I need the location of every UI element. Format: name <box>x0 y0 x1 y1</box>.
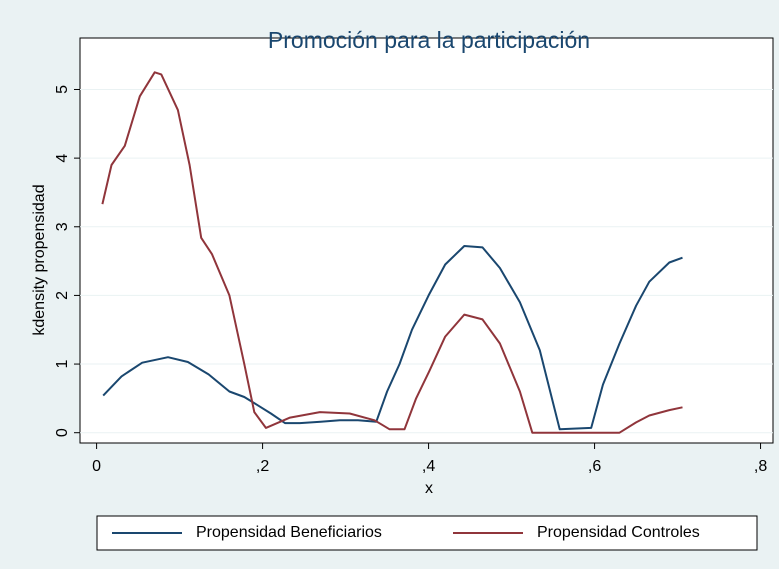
y-tick-label: 4 <box>54 154 71 163</box>
x-tick-label: ,4 <box>422 458 435 475</box>
chart-title: Promoción para la participación <box>268 27 590 53</box>
y-tick-label: 1 <box>54 360 71 369</box>
y-tick-label: 5 <box>54 85 71 94</box>
x-tick-label: ,8 <box>754 458 767 475</box>
line-series <box>102 245 683 431</box>
x-tick-label: ,6 <box>588 458 601 475</box>
plot-area <box>79 37 774 444</box>
line-series <box>101 71 683 434</box>
y-tick-label: 3 <box>54 222 71 231</box>
x-axis-label: x <box>425 480 433 497</box>
x-tick-label: ,2 <box>256 458 269 475</box>
y-axis-label: kdensity propensidad <box>31 184 48 335</box>
x-tick-label: 0 <box>92 458 101 475</box>
y-tick-label: 0 <box>54 428 71 437</box>
legend-label: Propensidad Beneficiarios <box>196 524 382 541</box>
legend-label: Propensidad Controles <box>537 524 700 541</box>
y-tick-label: 2 <box>54 291 71 300</box>
legend <box>96 515 758 551</box>
